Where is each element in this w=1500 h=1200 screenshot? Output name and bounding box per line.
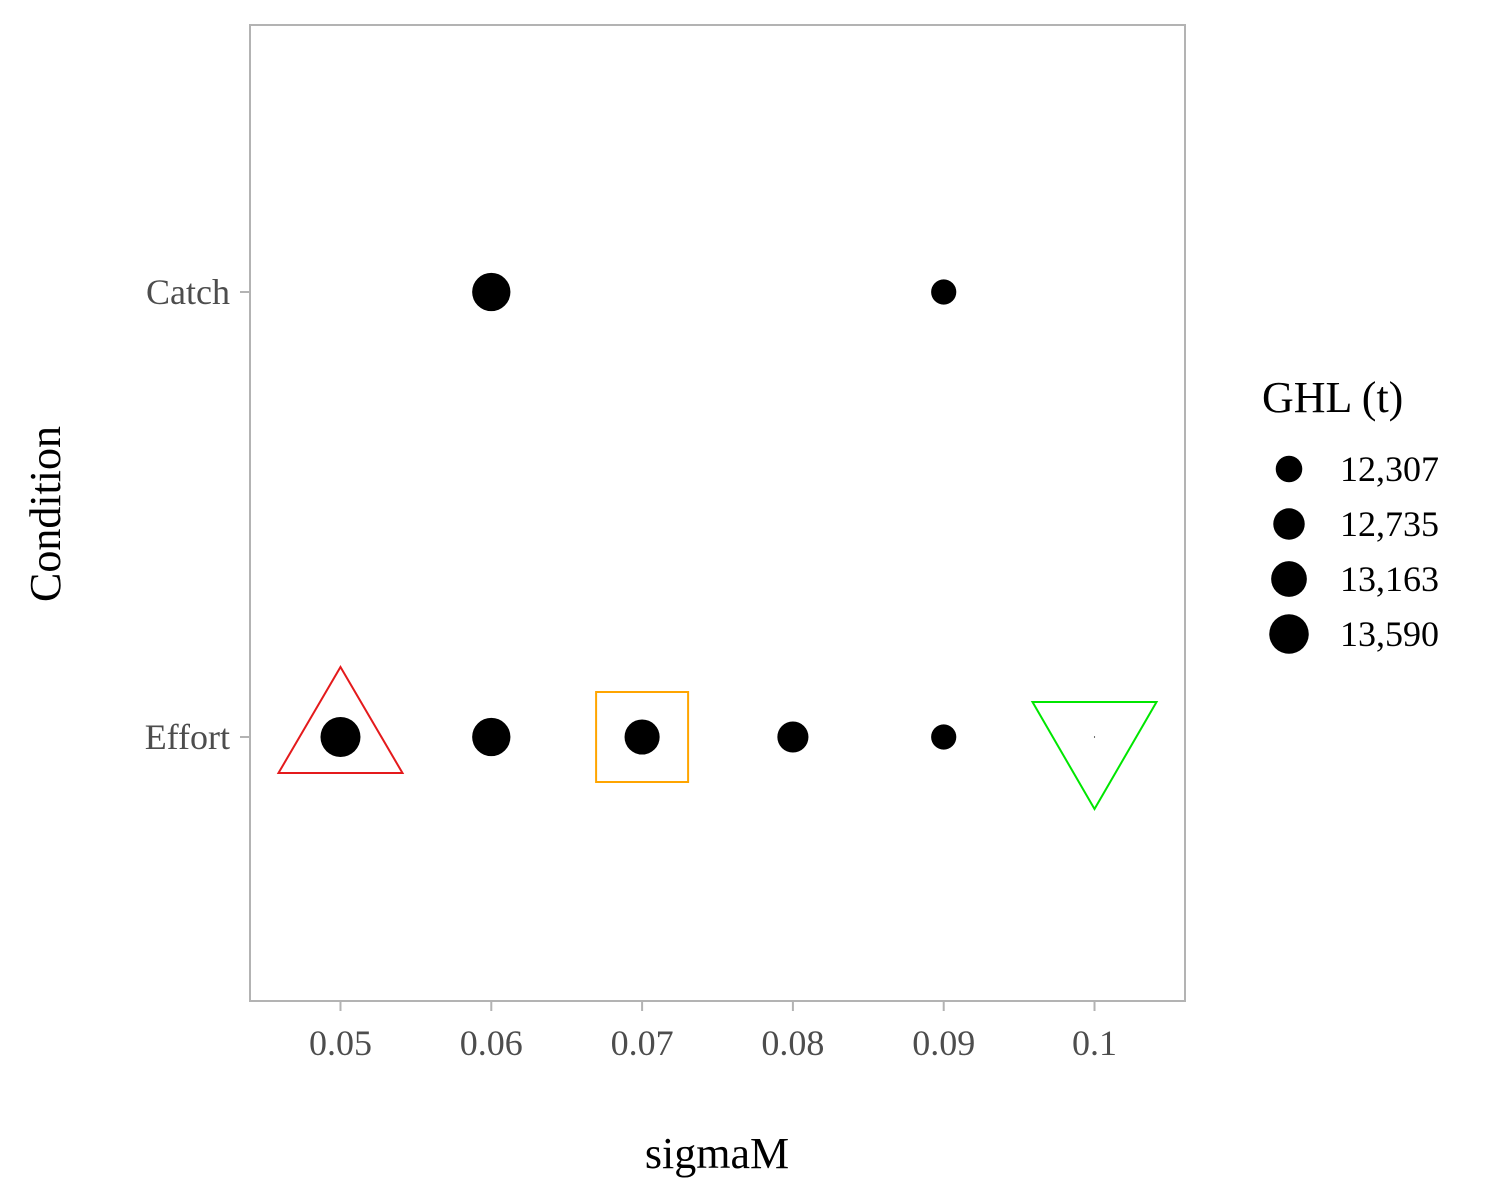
- x-tick-label: 0.07: [611, 1023, 674, 1063]
- y-tick-label: Effort: [145, 717, 230, 757]
- legend-label: 13,163: [1340, 559, 1439, 599]
- highlight-square: [595, 691, 690, 783]
- y-axis-title: Condition: [21, 426, 70, 602]
- highlight-markers: [276, 665, 1159, 811]
- x-tick-label: 0.08: [761, 1023, 824, 1063]
- highlight-triangle-up: [276, 665, 405, 774]
- data-point: [472, 272, 511, 312]
- legend-title: GHL (t): [1262, 373, 1403, 422]
- data-points: [320, 272, 1096, 757]
- legend-key-circle: [1273, 508, 1305, 540]
- x-tick-label: 0.09: [912, 1023, 975, 1063]
- data-point: [931, 724, 957, 750]
- size-legend: GHL (t) 12,307 12,735 13,163 13,590: [1262, 373, 1439, 654]
- legend-key-circle: [1269, 614, 1309, 654]
- data-point: [777, 721, 809, 753]
- plot-panel: [249, 24, 1186, 1002]
- y-axis: Catch Effort: [145, 272, 250, 757]
- data-point: [320, 717, 361, 757]
- x-tick-label: 0.06: [460, 1023, 523, 1063]
- y-tick-label: Catch: [146, 272, 230, 312]
- legend-label: 13,590: [1340, 614, 1439, 654]
- data-point: [472, 717, 511, 757]
- legend-key-circle: [1271, 561, 1307, 597]
- data-point: [1093, 736, 1096, 738]
- x-axis-title: sigmaM: [645, 1129, 789, 1178]
- highlight-triangle-down: [1030, 701, 1159, 811]
- x-tick-label: 0.05: [309, 1023, 372, 1063]
- data-point: [624, 719, 660, 755]
- panel-border: [249, 24, 1186, 1002]
- legend-label: 12,307: [1340, 449, 1439, 489]
- legend-key-circle: [1275, 455, 1303, 483]
- x-axis: 0.05 0.06 0.07 0.08 0.09 0.1: [309, 1001, 1117, 1063]
- data-point: [931, 279, 957, 305]
- x-tick-label: 0.1: [1072, 1023, 1117, 1063]
- legend-label: 12,735: [1340, 504, 1439, 544]
